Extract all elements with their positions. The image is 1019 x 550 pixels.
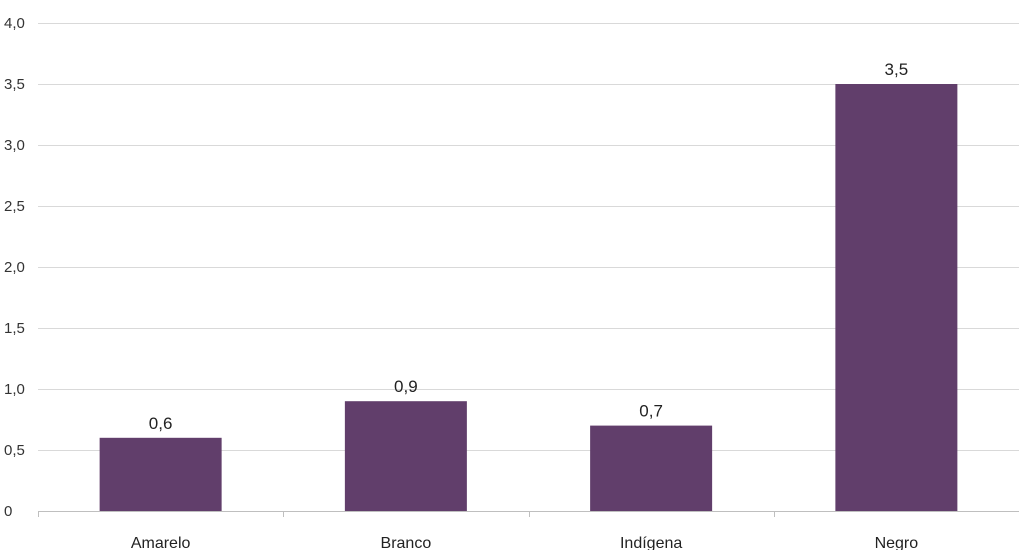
x-category-label: Indígena [620, 535, 682, 550]
x-category-label: Negro [875, 535, 919, 550]
y-tick-label: 0,5 [4, 442, 25, 459]
bar-amarelo [99, 437, 222, 511]
y-tick-label: 1,5 [4, 320, 25, 337]
bar-negro [835, 84, 958, 511]
y-tick-label: 2,5 [4, 198, 25, 215]
y-tick-label: 0 [4, 503, 12, 520]
data-label: 3,5 [885, 60, 909, 79]
y-tick-label: 1,0 [4, 381, 25, 398]
y-tick-label: 2,0 [4, 259, 25, 276]
x-axis: Amarelo Branco Indígena Negro [38, 511, 1019, 550]
x-category-label: Amarelo [131, 535, 191, 550]
data-label: 0,9 [394, 377, 418, 396]
bars [99, 84, 958, 511]
bar-branco [344, 401, 467, 511]
data-labels: 0,6 0,9 0,7 3,5 [149, 60, 908, 433]
data-label: 0,7 [639, 402, 663, 421]
x-category-label: Branco [381, 535, 432, 550]
y-axis-tick-labels: 0 0,5 1,0 1,5 2,0 2,5 3,0 3,5 4,0 [4, 15, 25, 520]
bar-indígena [590, 425, 713, 511]
y-tick-label: 3,5 [4, 76, 25, 93]
y-tick-label: 3,0 [4, 137, 25, 154]
y-tick-label: 4,0 [4, 15, 25, 32]
data-label: 0,6 [149, 414, 173, 433]
gridlines [38, 23, 1019, 451]
